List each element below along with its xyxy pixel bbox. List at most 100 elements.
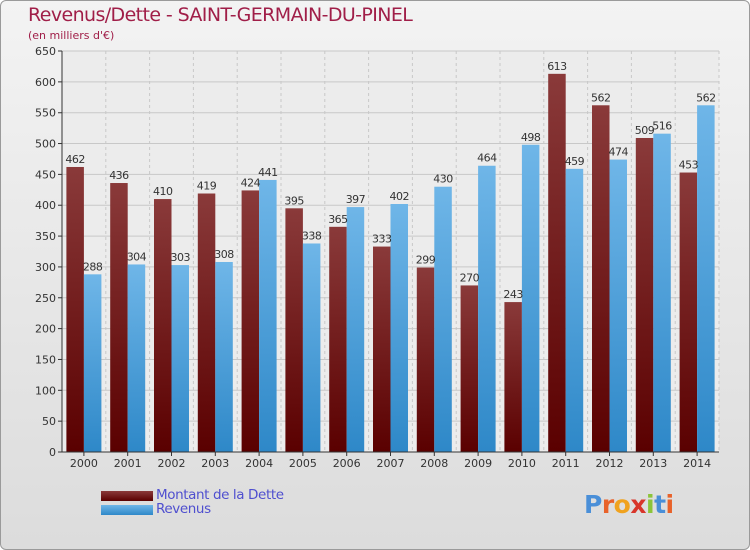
data-label-revenue: 430: [433, 173, 453, 186]
bar-debt: [592, 105, 610, 452]
bar-debt: [197, 193, 216, 453]
data-label-debt: 365: [328, 213, 348, 226]
bar-revenue: [478, 165, 496, 453]
x-tick-label: 2004: [245, 457, 273, 470]
x-tick-label: 2000: [70, 457, 98, 470]
data-label-debt: 333: [372, 233, 392, 246]
logo-letter: x: [630, 490, 646, 519]
x-tick-label: 2011: [552, 457, 580, 470]
x-tick-label: 2013: [639, 457, 667, 470]
bar-revenue: [127, 264, 146, 452]
bar-revenue: [302, 243, 321, 452]
bar-debt: [635, 137, 654, 453]
data-label-revenue: 304: [127, 250, 147, 263]
y-tick-label: 500: [35, 138, 56, 151]
bar-debt: [285, 208, 303, 452]
bar-revenue: [609, 159, 627, 452]
data-label-debt: 436: [109, 169, 129, 182]
legend-label-debt: Montant de la Dette: [156, 487, 284, 503]
bar-revenue: [215, 261, 233, 452]
data-label-debt: 509: [635, 124, 655, 137]
bar-revenue: [390, 203, 408, 452]
data-label-debt: 299: [416, 254, 436, 267]
data-label-debt: 462: [65, 153, 85, 166]
data-label-revenue: 516: [652, 120, 672, 133]
y-tick-label: 550: [35, 107, 56, 120]
bar-revenue: [83, 274, 102, 452]
logo-letter: P: [584, 490, 602, 519]
data-label-revenue: 562: [696, 91, 716, 104]
y-tick-label: 350: [35, 230, 56, 243]
data-label-revenue: 474: [609, 146, 629, 159]
bar-revenue: [171, 265, 189, 452]
bar-debt: [416, 267, 435, 452]
legend-label-revenue: Revenus: [156, 501, 211, 517]
data-label-debt: 270: [460, 271, 480, 284]
logo-letter: i: [665, 490, 675, 519]
data-label-debt: 613: [547, 60, 567, 73]
data-label-debt: 410: [153, 185, 173, 198]
x-tick-label: 2010: [508, 457, 536, 470]
data-label-revenue: 288: [83, 260, 103, 273]
data-label-revenue: 464: [477, 152, 497, 165]
y-tick-label: 0: [49, 446, 56, 459]
chart-title: Revenus/Dette - SAINT-GERMAIN-DU-PINEL: [28, 4, 413, 26]
bar-debt: [329, 226, 347, 452]
y-tick-label: 300: [35, 261, 56, 274]
logo-letter: r: [601, 490, 614, 519]
bar-revenue: [346, 207, 365, 452]
x-tick-label: 2007: [377, 457, 405, 470]
data-label-revenue: 459: [565, 155, 585, 168]
logo-letter: i: [646, 490, 655, 519]
bar-debt: [548, 73, 566, 452]
x-tick-label: 2006: [333, 457, 361, 470]
x-tick-label: 2003: [201, 457, 229, 470]
x-tick-label: 2002: [158, 457, 186, 470]
bar-debt: [154, 199, 172, 452]
bar-debt: [241, 190, 260, 452]
data-label-revenue: 308: [214, 248, 234, 261]
bar-debt: [373, 246, 391, 452]
bar-debt: [66, 166, 84, 452]
data-label-revenue: 402: [390, 190, 410, 203]
bar-revenue: [434, 186, 452, 452]
data-label-revenue: 498: [521, 131, 541, 144]
x-tick-label: 2009: [464, 457, 492, 470]
data-label-revenue: 441: [258, 166, 278, 179]
y-tick-label: 250: [35, 292, 56, 305]
data-label-revenue: 303: [171, 251, 191, 264]
data-label-debt: 453: [679, 159, 699, 172]
data-label-debt: 395: [284, 194, 304, 207]
bar-revenue: [521, 144, 540, 452]
bar-debt: [460, 285, 479, 452]
y-tick-label: 150: [35, 353, 56, 366]
logo-letter: t: [654, 490, 666, 519]
bar-debt: [679, 172, 698, 452]
data-label-debt: 562: [591, 91, 611, 104]
chart-subtitle: (en milliers d'€): [28, 29, 115, 42]
legend-swatch-revenue: [101, 505, 153, 515]
x-tick-label: 2012: [596, 457, 624, 470]
proxiti-logo: Proxiti: [584, 490, 674, 519]
logo-letter: o: [613, 490, 631, 519]
x-tick-label: 2001: [114, 457, 142, 470]
y-tick-label: 600: [35, 76, 56, 89]
y-tick-label: 650: [35, 45, 56, 58]
bar-revenue: [653, 133, 671, 452]
y-tick-label: 200: [35, 323, 56, 336]
data-label-debt: 243: [503, 288, 523, 301]
y-tick-label: 400: [35, 199, 56, 212]
y-tick-label: 450: [35, 168, 56, 181]
data-label-debt: 424: [241, 176, 261, 189]
bar-debt: [110, 183, 128, 452]
bar-revenue: [259, 179, 277, 452]
y-tick-label: 50: [42, 415, 56, 428]
data-label-debt: 419: [197, 180, 217, 193]
data-label-revenue: 397: [346, 193, 366, 206]
y-tick-label: 100: [35, 384, 56, 397]
x-tick-label: 2014: [683, 457, 711, 470]
legend-swatch-debt: [101, 491, 153, 501]
x-tick-label: 2005: [289, 457, 317, 470]
